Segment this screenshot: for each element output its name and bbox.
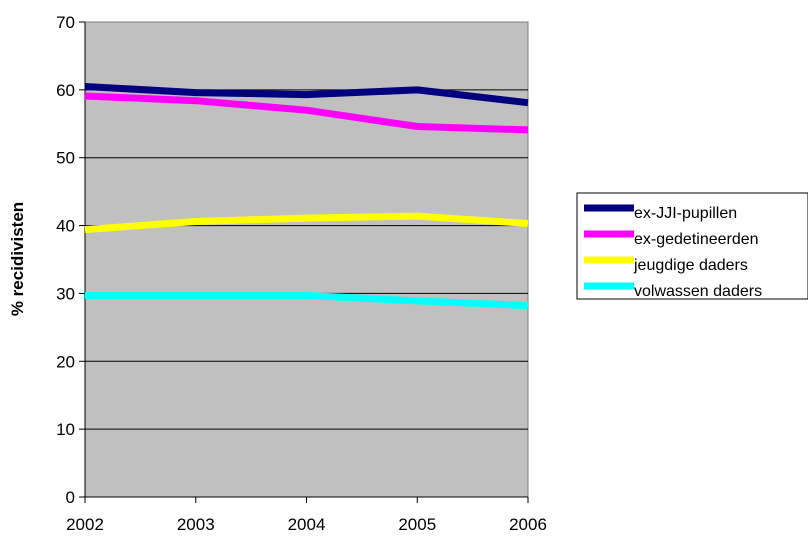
legend-label: ex-gedetineerden [634,231,759,248]
legend-label: volwassen daders [634,283,762,300]
x-tick-label: 2005 [398,515,436,534]
x-axis-ticks: 2002 2003 2004 2005 2006 [66,497,547,534]
x-tick-label: 2006 [509,515,547,534]
x-tick-label: 2004 [288,515,326,534]
y-tick-label: 40 [56,217,75,236]
legend-label: ex-JJI-pupillen [634,205,737,222]
series-line-jeugdige-daders [84,212,529,234]
series-line-volwassen-daders [85,292,529,310]
series-line-ex-gedetineerden [84,92,529,134]
y-tick-label: 30 [56,284,75,303]
series-lines [84,83,529,310]
y-tick-label: 10 [56,420,75,439]
y-axis-ticks: 0 10 20 30 40 50 60 70 [56,13,85,507]
series-line-ex-jji-pupillen [84,83,529,107]
y-tick-label: 50 [56,149,75,168]
y-tick-label: 60 [56,81,75,100]
y-tick-label: 0 [66,488,75,507]
y-axis-title: % recidivisten [8,202,27,316]
legend-label: jeugdige daders [633,257,748,274]
x-tick-label: 2003 [177,515,215,534]
legend: ex-JJI-pupillen ex-gedetineerden jeugdige … [576,192,808,300]
y-tick-label: 70 [56,13,75,32]
x-tick-label: 2002 [66,515,104,534]
y-tick-label: 20 [56,352,75,371]
